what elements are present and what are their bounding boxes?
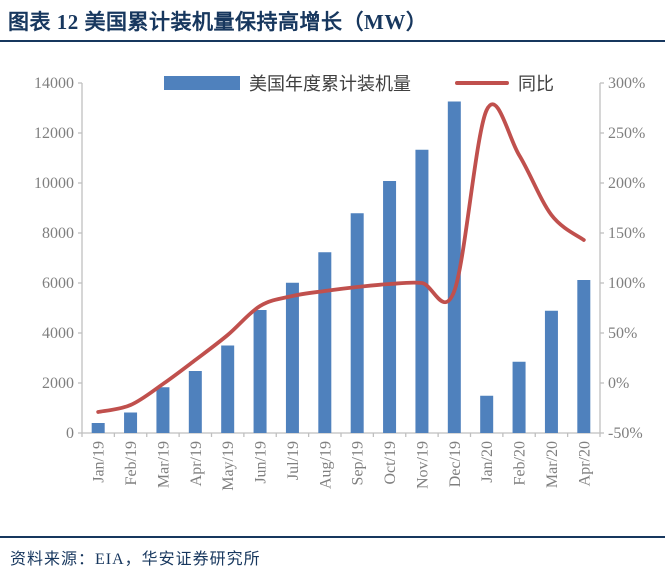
- x-axis-category-label: Aug/19: [317, 441, 334, 489]
- bar: [285, 282, 299, 433]
- left-axis-tick-label: 14000: [34, 75, 74, 92]
- bar: [415, 149, 429, 433]
- left-axis-tick-label: 10000: [34, 175, 74, 192]
- bar: [91, 423, 105, 433]
- bar: [318, 252, 332, 433]
- bar: [544, 310, 558, 433]
- legend-bar-label: 美国年度累计装机量: [249, 74, 411, 94]
- bar: [447, 101, 461, 433]
- left-axis-tick-label: 6000: [42, 275, 74, 292]
- chart-title: 图表 12 美国累计装机量保持高增长（MW）: [8, 10, 428, 34]
- source-note: 资料来源：EIA，华安证券研究所: [10, 551, 261, 568]
- left-axis-tick-label: 0: [66, 425, 74, 442]
- bar: [156, 387, 170, 433]
- x-axis-category-label: Oct/19: [382, 441, 399, 485]
- bar-series-swatch-icon: [164, 76, 240, 90]
- right-axis-tick-label: 200%: [608, 175, 645, 192]
- right-axis-tick-label: 300%: [608, 75, 645, 92]
- x-axis-category-label: May/19: [220, 441, 237, 491]
- right-axis-tick-label: 250%: [608, 125, 645, 142]
- left-axis-tick-label: 12000: [34, 125, 74, 142]
- left-axis-tick-label: 8000: [42, 225, 74, 242]
- x-axis-category-label: Jul/19: [285, 441, 302, 480]
- right-axis-tick-label: 0%: [608, 375, 629, 392]
- legend-item-line: 同比: [455, 74, 554, 94]
- x-axis-category-label: Feb/20: [512, 441, 529, 485]
- bar: [124, 412, 138, 433]
- bar: [577, 280, 591, 433]
- bar: [350, 213, 364, 433]
- bar: [383, 181, 397, 433]
- bar: [221, 345, 235, 433]
- bar: [480, 395, 494, 433]
- x-axis-category-label: Nov/19: [414, 441, 431, 489]
- x-axis-category-label: Jan/19: [91, 441, 108, 483]
- footer-divider: [0, 536, 665, 538]
- right-axis-tick-label: -50%: [608, 425, 643, 442]
- yoy-line: [96, 102, 586, 414]
- right-axis-tick-label: 50%: [608, 325, 637, 342]
- x-axis-category-label: Jun/19: [253, 441, 270, 484]
- x-axis-category-label: Feb/19: [123, 441, 140, 485]
- legend-line-label: 同比: [518, 74, 554, 94]
- x-axis-category-label: Dec/19: [447, 441, 464, 487]
- left-axis-tick-label: 2000: [42, 375, 74, 392]
- legend-item-bar: 美国年度累计装机量: [164, 74, 411, 94]
- x-axis-category-label: Mar/19: [155, 441, 172, 488]
- title-divider: [0, 40, 665, 42]
- x-axis-category-label: Apr/19: [188, 441, 205, 486]
- bar: [253, 310, 267, 433]
- x-axis-category-label: Mar/20: [544, 441, 561, 488]
- right-axis-tick-label: 100%: [608, 275, 645, 292]
- x-axis-category-label: Sep/19: [350, 441, 367, 485]
- line-series-swatch-icon: [455, 81, 509, 85]
- x-axis-category-label: Apr/20: [576, 441, 593, 486]
- x-axis-category-label: Jan/20: [479, 441, 496, 483]
- right-axis-tick-label: 150%: [608, 225, 645, 242]
- bar: [512, 361, 526, 433]
- left-axis-tick-label: 4000: [42, 325, 74, 342]
- bar: [188, 371, 202, 433]
